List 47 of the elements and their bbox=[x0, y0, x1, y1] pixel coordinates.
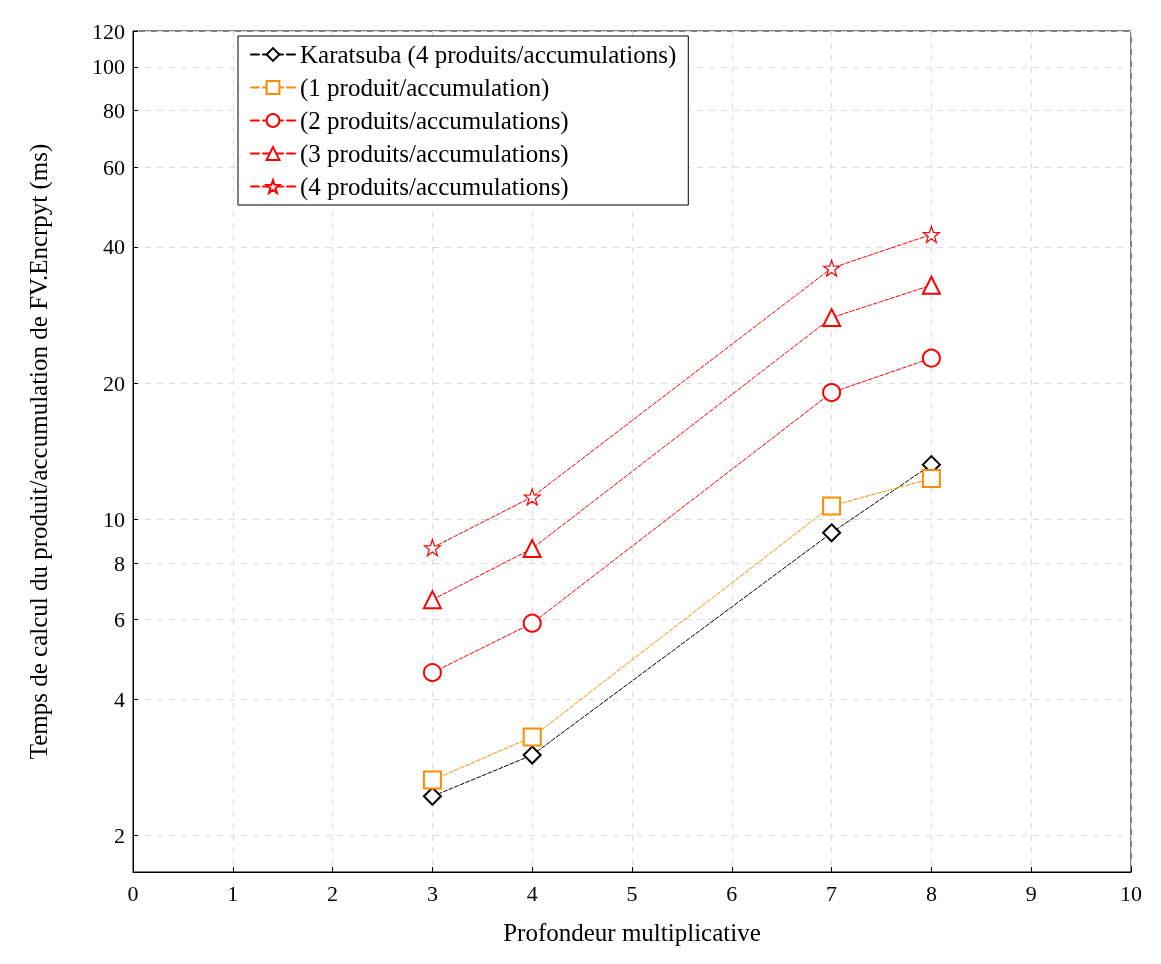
x-tick-label: 7 bbox=[826, 880, 838, 906]
x-tick-label: 3 bbox=[426, 880, 438, 906]
point bbox=[422, 663, 442, 683]
legend-label: (1 produit/accumulation) bbox=[300, 74, 550, 102]
x-tick-label: 10 bbox=[1120, 880, 1142, 906]
x-tick-label: 5 bbox=[626, 880, 638, 906]
point bbox=[422, 590, 442, 610]
point bbox=[921, 469, 941, 489]
y-tick-label: 40 bbox=[103, 234, 125, 260]
point bbox=[822, 383, 842, 403]
x-tick-label: 6 bbox=[726, 880, 738, 906]
x-tick-label: 2 bbox=[327, 880, 339, 906]
point bbox=[822, 308, 842, 328]
x-axis-title: Profondeur multiplicative bbox=[503, 919, 761, 946]
y-tick-label: 100 bbox=[92, 54, 125, 80]
x-tick-label: 9 bbox=[1025, 880, 1037, 906]
point bbox=[522, 727, 542, 747]
x-tick-label: 8 bbox=[925, 880, 937, 906]
point bbox=[922, 225, 940, 244]
x-tick-label: 0 bbox=[127, 880, 139, 906]
point bbox=[921, 348, 941, 368]
point bbox=[422, 770, 442, 790]
y-tick-label: 6 bbox=[114, 607, 125, 633]
y-tick-label: 4 bbox=[114, 686, 125, 712]
point bbox=[822, 496, 842, 516]
point bbox=[822, 523, 842, 543]
y-tick-label: 2 bbox=[114, 822, 125, 848]
point bbox=[522, 539, 542, 559]
point bbox=[423, 539, 441, 557]
point bbox=[823, 259, 841, 277]
y-tick-label: 80 bbox=[103, 98, 125, 124]
y-tick-label: 10 bbox=[103, 506, 125, 532]
y-tick-label: 60 bbox=[103, 154, 125, 180]
x-tick-label: 1 bbox=[227, 880, 239, 906]
legend-label: Karatsuba (4 produits/accumulations) bbox=[300, 41, 677, 69]
legend-label: (3 produits/accumulations) bbox=[300, 140, 569, 168]
point bbox=[523, 488, 541, 506]
y-axis-title: Temps de calcul du produit/accumulation de FV.Encrpyt (ms) bbox=[25, 143, 53, 760]
y-tick-label: 8 bbox=[114, 550, 125, 576]
point bbox=[921, 275, 941, 295]
legend-label: (4 produits/accumulations) bbox=[300, 173, 569, 201]
point bbox=[522, 745, 542, 765]
y-tick-label: 120 bbox=[92, 18, 125, 44]
point bbox=[522, 613, 542, 633]
y-tick-label: 20 bbox=[103, 370, 125, 396]
x-tick-label: 4 bbox=[526, 880, 538, 906]
legend-label: (2 produits/accumulations) bbox=[300, 107, 569, 135]
